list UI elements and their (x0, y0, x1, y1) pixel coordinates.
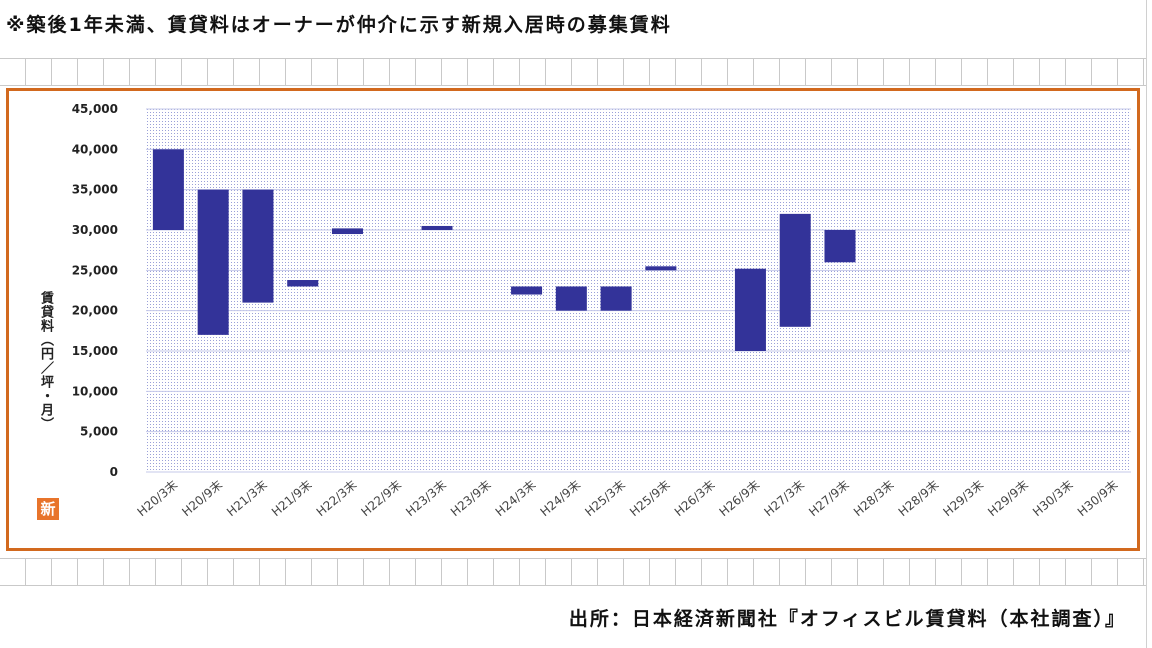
x-tick-label: H22/3末 (314, 478, 360, 520)
range-bar (421, 225, 453, 230)
bottom-grid-strip (0, 558, 1146, 586)
y-tick-label: 10,000 (72, 384, 118, 398)
x-tick-label: H28/9末 (896, 478, 942, 520)
x-tick-label: H27/9末 (806, 478, 852, 520)
y-tick-label: 40,000 (72, 142, 118, 156)
x-tick-label: H25/9末 (627, 478, 673, 520)
x-tick-label: H20/3末 (135, 478, 181, 520)
x-tick-label: H22/9末 (358, 478, 404, 520)
x-tick-label: H20/9末 (179, 478, 225, 520)
x-tick-label: H30/9末 (1075, 478, 1121, 520)
rent-range-chart: 0 5,000 10,000 15,000 20,000 25,000 30,000 35,0… (72, 102, 1131, 520)
y-tick-label: 30,000 (72, 223, 118, 237)
y-tick-label: 5,000 (80, 425, 118, 439)
x-tick-label: H24/9末 (538, 478, 584, 520)
y-tick-label: 20,000 (72, 304, 118, 318)
range-bar (645, 266, 677, 271)
range-bar (511, 286, 543, 295)
y-tick-label: 35,000 (72, 183, 118, 197)
y-axis-title: 賃貸料（円／坪・月） (38, 291, 53, 431)
x-tick-label: H24/3末 (493, 478, 539, 520)
x-tick-label: H23/9末 (448, 478, 494, 520)
y-tick-label: 15,000 (72, 344, 118, 358)
x-tick-label: H21/3末 (224, 478, 270, 520)
x-tick-label: H27/3末 (761, 478, 807, 520)
range-bar (555, 286, 587, 311)
x-tick-label: H29/9末 (985, 478, 1031, 520)
range-bar (242, 189, 274, 303)
x-tick-label: H26/9末 (717, 478, 763, 520)
x-tick-label: H29/3末 (940, 478, 986, 520)
range-bar (600, 286, 632, 311)
right-divider (1146, 0, 1147, 648)
x-tick-label: H30/3末 (1030, 478, 1076, 520)
range-bar (152, 149, 184, 230)
x-tick-label: H25/3末 (582, 478, 628, 520)
y-tick-label: 45,000 (72, 102, 118, 116)
y-tick-label: 0 (110, 465, 118, 479)
x-tick-label: H21/9末 (269, 478, 315, 520)
range-bar (734, 268, 766, 351)
range-bar (331, 228, 363, 235)
range-bar (197, 189, 229, 335)
x-tick-label: H28/3末 (851, 478, 897, 520)
top-grid-strip (0, 58, 1146, 86)
y-tick-label: 25,000 (72, 263, 118, 277)
range-bar (824, 230, 856, 263)
x-tick-label: H23/3末 (403, 478, 449, 520)
chart-frame: 0 5,000 10,000 15,000 20,000 25,000 30,000 35,0… (6, 88, 1140, 551)
new-building-stamp: 新 (37, 498, 59, 520)
plot-area (146, 109, 1131, 472)
x-tick-label: H26/3末 (672, 478, 718, 520)
source-citation: 出所：日本経済新聞社『オフィスビル賃貸料（本社調査）』 (568, 608, 1126, 630)
range-bar (779, 213, 811, 327)
chart-note: ※築後1年未満、賃貸料はオーナーが仲介に示す新規入居時の募集賃料 (6, 14, 672, 36)
range-bar (287, 280, 319, 287)
